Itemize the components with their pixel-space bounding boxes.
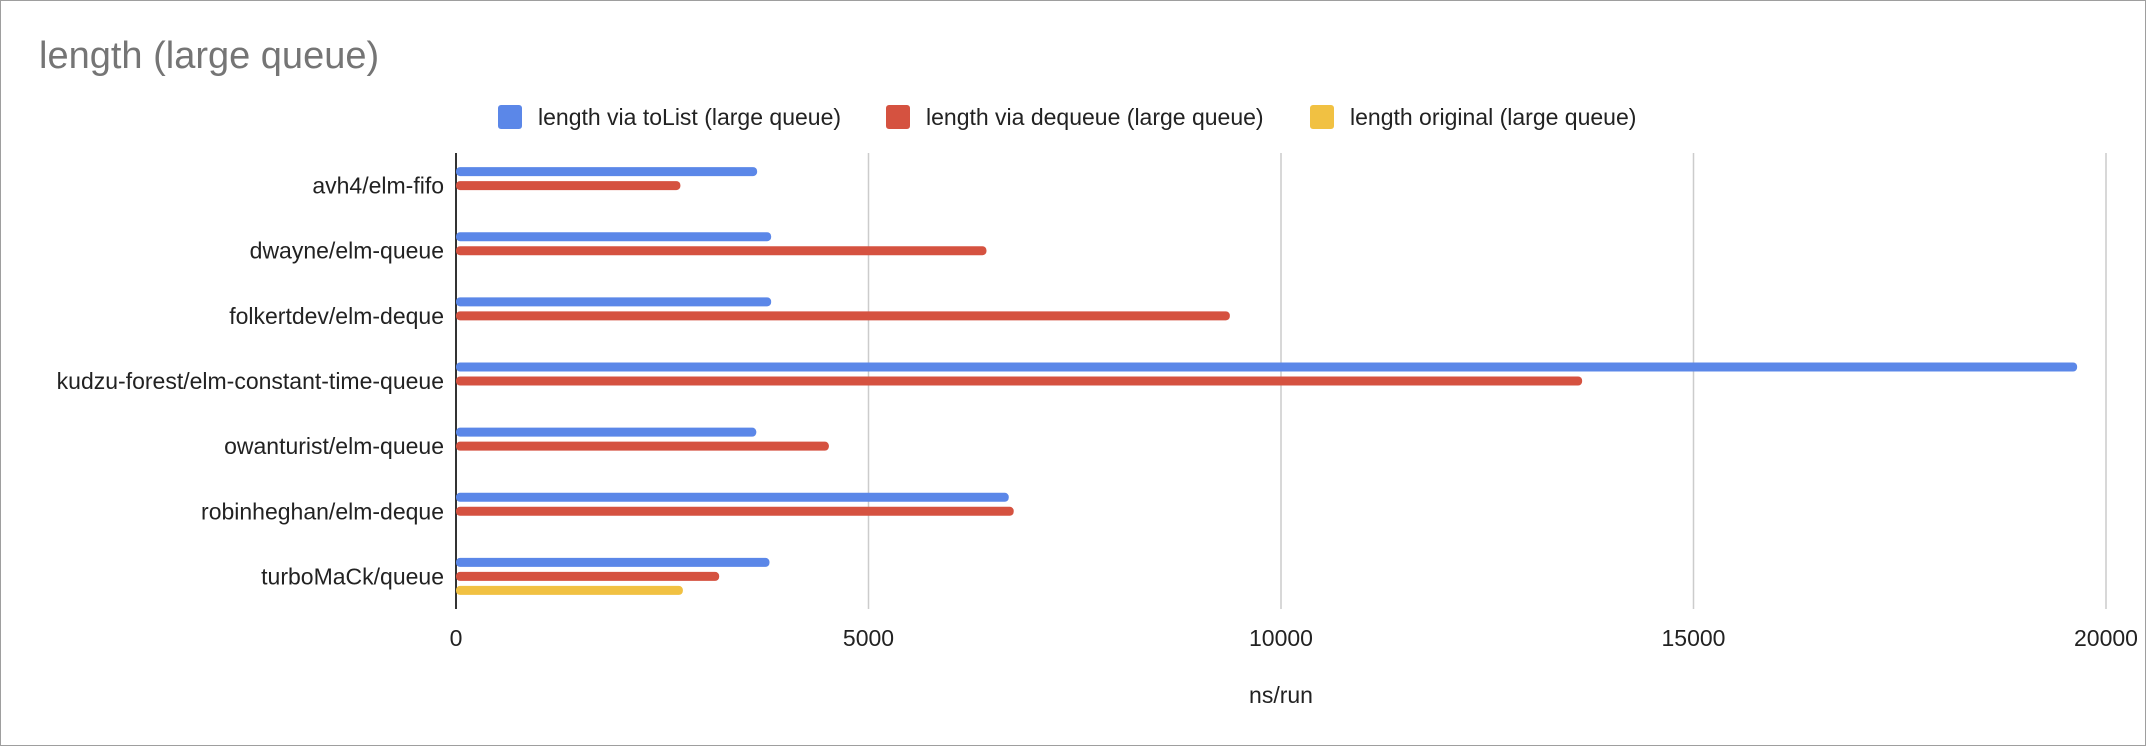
x-axis-title: ns/run: [1249, 682, 1313, 708]
bar-2-6: [456, 571, 720, 581]
bar-2-5: [456, 506, 1014, 516]
legend-item-2: length via dequeue (large queue): [886, 97, 1264, 137]
bar-1-1: [456, 232, 772, 242]
bar-2-0: [456, 181, 681, 191]
legend-swatch: [886, 105, 910, 129]
y-tick-label: dwayne/elm-queue: [250, 238, 444, 264]
legend-label: length via toList (large queue): [538, 103, 842, 130]
bar-1-2: [456, 297, 772, 307]
bar-2-2: [456, 311, 1230, 321]
legend: length via toList (large queue) length vi…: [1, 97, 2146, 137]
x-tick-label: 0: [450, 625, 463, 651]
x-tick-label: 5000: [843, 625, 894, 651]
legend-swatch: [498, 105, 522, 129]
bar-2-3: [456, 376, 1583, 386]
x-tick-label: 10000: [1249, 625, 1313, 651]
legend-swatch: [1310, 105, 1334, 129]
bar-3-6: [456, 585, 683, 595]
bar-1-5: [456, 492, 1009, 502]
legend-item-1: length via toList (large queue): [498, 97, 841, 137]
y-tick-label: folkertdev/elm-deque: [229, 303, 444, 329]
bar-2-1: [456, 246, 987, 256]
y-tick-label: avh4/elm-fifo: [312, 173, 444, 199]
bar-1-0: [456, 167, 758, 177]
x-tick-label: 15000: [1662, 625, 1726, 651]
bar-1-4: [456, 427, 757, 437]
legend-label: length original (large queue): [1350, 103, 1637, 130]
y-tick-label: robinheghan/elm-deque: [201, 498, 444, 524]
bar-2-4: [456, 441, 829, 451]
legend-label: length via dequeue (large queue): [926, 103, 1264, 130]
chart-title: length (large queue): [39, 35, 380, 77]
y-tick-label: kudzu-forest/elm-constant-time-queue: [57, 368, 444, 394]
legend-item-3: length original (large queue): [1310, 97, 1636, 137]
bar-1-6: [456, 557, 770, 567]
x-tick-label: 20000: [2074, 625, 2138, 651]
y-tick-label: turboMaCk/queue: [261, 563, 444, 589]
bar-1-3: [456, 362, 2078, 372]
y-tick-label: owanturist/elm-queue: [224, 433, 444, 459]
